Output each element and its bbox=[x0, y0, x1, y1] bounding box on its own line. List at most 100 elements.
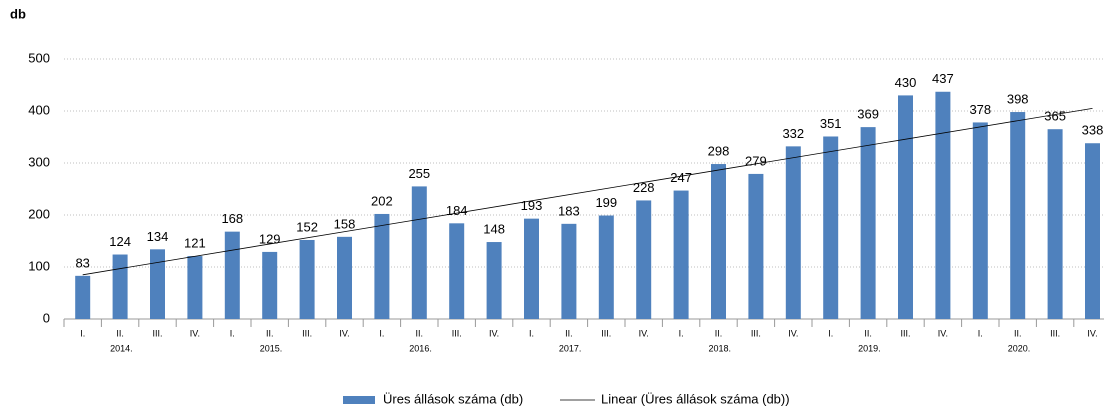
bar bbox=[972, 122, 988, 319]
x-tick-label: I. bbox=[529, 328, 534, 338]
value-label: 247 bbox=[670, 170, 692, 185]
value-label: 199 bbox=[595, 195, 617, 210]
x-tick-label: IV. bbox=[339, 328, 349, 338]
x-tick-label: IV. bbox=[190, 328, 200, 338]
x-tick-label: III. bbox=[751, 328, 761, 338]
x-tick-label: I. bbox=[978, 328, 983, 338]
x-tick-label: I. bbox=[80, 328, 85, 338]
value-label: 183 bbox=[558, 203, 580, 218]
y-tick-label: 400 bbox=[28, 102, 50, 117]
x-tick-label: III. bbox=[900, 328, 910, 338]
value-label: 430 bbox=[895, 75, 917, 90]
bar bbox=[935, 91, 951, 319]
y-tick-label: 200 bbox=[28, 206, 50, 221]
legend-swatch bbox=[343, 396, 375, 404]
x-tick-label: II. bbox=[715, 328, 723, 338]
y-tick-label: 100 bbox=[28, 258, 50, 273]
x-tick-label: II. bbox=[565, 328, 573, 338]
bar bbox=[1085, 143, 1100, 319]
value-label: 332 bbox=[782, 126, 804, 141]
x-tick-label: II. bbox=[116, 328, 124, 338]
value-label: 351 bbox=[820, 116, 842, 131]
value-label: 124 bbox=[109, 234, 131, 249]
y-tick-label: 0 bbox=[43, 310, 50, 325]
year-label: 2017. bbox=[559, 343, 582, 353]
bar bbox=[785, 146, 801, 319]
bar bbox=[411, 186, 427, 319]
x-tick-label: III. bbox=[452, 328, 462, 338]
year-label: 2014. bbox=[110, 343, 133, 353]
bar bbox=[898, 95, 913, 320]
value-label: 184 bbox=[446, 203, 468, 218]
value-label: 365 bbox=[1044, 109, 1066, 124]
bar bbox=[374, 213, 390, 319]
bar bbox=[112, 254, 128, 319]
value-label: 279 bbox=[745, 153, 767, 168]
bar bbox=[524, 218, 539, 319]
bar bbox=[449, 223, 465, 319]
bar bbox=[1010, 112, 1026, 319]
bar bbox=[486, 242, 502, 319]
bar bbox=[299, 239, 315, 319]
x-tick-label: III. bbox=[152, 328, 162, 338]
year-label: 2020. bbox=[1008, 343, 1031, 353]
value-label: 398 bbox=[1007, 91, 1029, 106]
legend-label: Linear (Üres állások száma (db)) bbox=[601, 391, 790, 406]
value-label: 202 bbox=[371, 193, 393, 208]
x-tick-label: I. bbox=[679, 328, 684, 338]
bar bbox=[337, 236, 352, 319]
x-tick-label: III. bbox=[1050, 328, 1060, 338]
bar bbox=[598, 215, 614, 319]
x-tick-label: IV. bbox=[489, 328, 499, 338]
year-label: 2015. bbox=[260, 343, 283, 353]
year-label: 2016. bbox=[409, 343, 432, 353]
x-tick-label: II. bbox=[266, 328, 274, 338]
value-label: 255 bbox=[408, 166, 430, 181]
y-tick-label: 300 bbox=[28, 154, 50, 169]
bar bbox=[1047, 129, 1063, 319]
bar bbox=[75, 275, 91, 319]
x-tick-label: IV. bbox=[1087, 328, 1097, 338]
bar bbox=[860, 127, 876, 320]
bar bbox=[823, 136, 839, 319]
y-tick-label: 500 bbox=[28, 50, 50, 65]
bar bbox=[636, 200, 652, 319]
value-label: 158 bbox=[334, 216, 356, 231]
bar bbox=[150, 249, 165, 319]
x-tick-label: III. bbox=[601, 328, 611, 338]
value-label: 148 bbox=[483, 221, 505, 236]
value-label: 298 bbox=[708, 143, 730, 158]
x-tick-label: I. bbox=[828, 328, 833, 338]
value-label: 338 bbox=[1082, 123, 1104, 138]
bar bbox=[711, 164, 726, 319]
x-tick-label: I. bbox=[379, 328, 384, 338]
x-tick-label: IV. bbox=[938, 328, 948, 338]
value-label: 168 bbox=[221, 211, 243, 226]
legend-label: Üres állások száma (db) bbox=[383, 391, 523, 406]
x-tick-label: IV. bbox=[788, 328, 798, 338]
x-tick-label: III. bbox=[302, 328, 312, 338]
x-tick-label: II. bbox=[864, 328, 872, 338]
bar bbox=[262, 251, 278, 319]
year-label: 2018. bbox=[709, 343, 732, 353]
trend-line bbox=[82, 108, 1093, 276]
value-label: 152 bbox=[296, 219, 318, 234]
value-label: 134 bbox=[147, 229, 169, 244]
bar bbox=[561, 223, 577, 319]
value-label: 378 bbox=[969, 102, 991, 117]
x-tick-label: I. bbox=[230, 328, 235, 338]
x-tick-label: IV. bbox=[639, 328, 649, 338]
bar bbox=[187, 256, 203, 319]
year-label: 2019. bbox=[858, 343, 881, 353]
x-tick-label: II. bbox=[1014, 328, 1022, 338]
value-label: 83 bbox=[75, 255, 89, 270]
bar bbox=[224, 231, 240, 319]
y-axis-label: db bbox=[10, 6, 26, 21]
value-label: 369 bbox=[857, 107, 879, 122]
value-label: 129 bbox=[259, 231, 281, 246]
x-tick-label: II. bbox=[416, 328, 424, 338]
bar bbox=[748, 173, 764, 319]
value-label: 437 bbox=[932, 71, 954, 86]
value-label: 121 bbox=[184, 236, 206, 251]
